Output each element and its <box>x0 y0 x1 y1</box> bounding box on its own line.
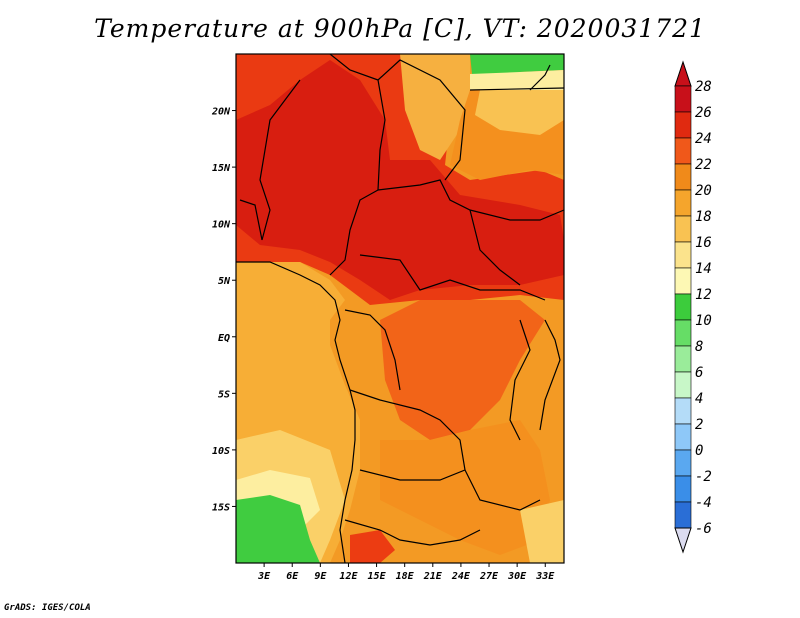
colorbar-label: -6 <box>695 521 712 537</box>
colorbar-label: 14 <box>695 261 712 277</box>
temperature-field <box>236 54 564 563</box>
lon-tick-label: 12E <box>339 571 358 582</box>
lon-tick-label: 3E <box>257 571 271 582</box>
colorbar-swatch <box>674 345 692 373</box>
colorbar-swatch <box>674 449 692 477</box>
lat-tick-label: 10S <box>212 446 230 457</box>
colorbar-swatch <box>674 319 692 347</box>
lat-tick-label: 15S <box>212 502 230 513</box>
country-borders <box>236 54 564 563</box>
colorbar-swatch <box>674 397 692 425</box>
field-region-northeast-cool <box>470 54 564 78</box>
lat-tick-label: 10N <box>212 220 231 231</box>
border <box>469 209 521 286</box>
colorbar-label: 20 <box>695 183 712 199</box>
colorbar-label: 10 <box>695 313 712 329</box>
lat-tick-label: 5N <box>218 276 231 287</box>
lon-tick-label: 30E <box>507 571 527 582</box>
lon-tick-label: 18E <box>396 571 415 582</box>
colorbar-label: 4 <box>695 391 703 407</box>
colorbar-label: 28 <box>695 79 712 95</box>
border <box>539 319 561 431</box>
longitude-axis: 3E 6E 9E 12E 15E 18E 21E 24E 27E 30E 33E <box>257 563 555 582</box>
border <box>329 189 379 276</box>
lat-tick-label: EQ <box>218 333 230 344</box>
lat-tick-label: 15N <box>212 163 231 174</box>
colorbar-swatch <box>674 293 692 321</box>
colorbar-swatch <box>674 267 692 295</box>
border <box>344 519 481 546</box>
colorbar-label: 0 <box>695 443 703 459</box>
colorbar-label: 12 <box>695 287 712 303</box>
field-region-southeast-cool-patch <box>520 500 564 563</box>
lon-tick-label: 33E <box>535 571 555 582</box>
field-region-southwest-cool <box>236 495 320 563</box>
border <box>349 389 466 471</box>
colorbar-bottom-arrow <box>674 527 692 554</box>
chart-title: Temperature at 900hPa [C], VT: 202003172… <box>94 14 706 43</box>
border <box>359 469 541 511</box>
border <box>509 319 531 441</box>
colorbar-label: -4 <box>695 495 712 511</box>
field-region-southeast <box>380 420 550 555</box>
colorbar-swatch <box>674 137 692 165</box>
lon-tick-label: 27E <box>479 571 499 582</box>
colorbar-swatch <box>674 85 692 113</box>
field-region-north-warm <box>400 54 470 160</box>
colorbar-label: 6 <box>695 365 703 381</box>
field-region-northeast-light <box>470 70 564 90</box>
colorbar-swatch <box>674 501 692 529</box>
field-region-northeast-mild <box>475 90 564 135</box>
latitude-axis: 20N 15N 10N 5N EQ 5S 10S 15S <box>211 107 236 513</box>
colorbar-label: 8 <box>695 339 703 355</box>
coastline <box>236 261 356 563</box>
colorbar-swatch <box>674 371 692 399</box>
border <box>359 254 546 301</box>
field-region-hottest-core <box>236 60 564 300</box>
lon-tick-label: 9E <box>314 571 327 582</box>
lon-tick-label: 15E <box>368 571 387 582</box>
colorbar-label: 26 <box>695 105 712 121</box>
lat-tick-label: 5S <box>218 389 230 400</box>
colorbar-label: 2 <box>695 417 703 433</box>
border <box>344 309 401 391</box>
colorbar-swatch <box>674 189 692 217</box>
lon-tick-label: 21E <box>423 571 443 582</box>
lon-tick-label: 24E <box>451 571 471 582</box>
border <box>259 79 301 241</box>
colorbar-label: -2 <box>695 469 712 485</box>
colorbar-label: 22 <box>695 157 712 173</box>
colorbar-top-arrow <box>674 60 692 87</box>
colorbar-label: 18 <box>695 209 712 225</box>
colorbar-swatch <box>674 475 692 503</box>
colorbar-swatch <box>674 111 692 139</box>
colorbar-swatch <box>674 163 692 191</box>
lat-tick-label: 20N <box>211 107 231 118</box>
lon-tick-label: 6E <box>286 571 299 582</box>
border <box>529 64 551 91</box>
field-region-south-hot-patch <box>350 530 395 563</box>
colorbar-swatch <box>674 241 692 269</box>
border <box>469 87 564 91</box>
colorbar-swatch <box>674 215 692 243</box>
footer-credit: GrADS: IGES/COLA <box>4 603 91 613</box>
map-frame <box>235 53 565 564</box>
field-region-congo-interior <box>380 300 545 440</box>
border <box>377 59 466 181</box>
colorbar-label: 16 <box>695 235 712 251</box>
border <box>329 54 386 191</box>
colorbar-swatch <box>674 423 692 451</box>
colorbar-label: 24 <box>695 131 712 147</box>
border <box>377 179 564 221</box>
border <box>239 199 263 241</box>
